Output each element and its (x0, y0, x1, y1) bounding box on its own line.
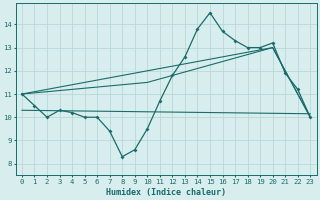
X-axis label: Humidex (Indice chaleur): Humidex (Indice chaleur) (106, 188, 226, 197)
